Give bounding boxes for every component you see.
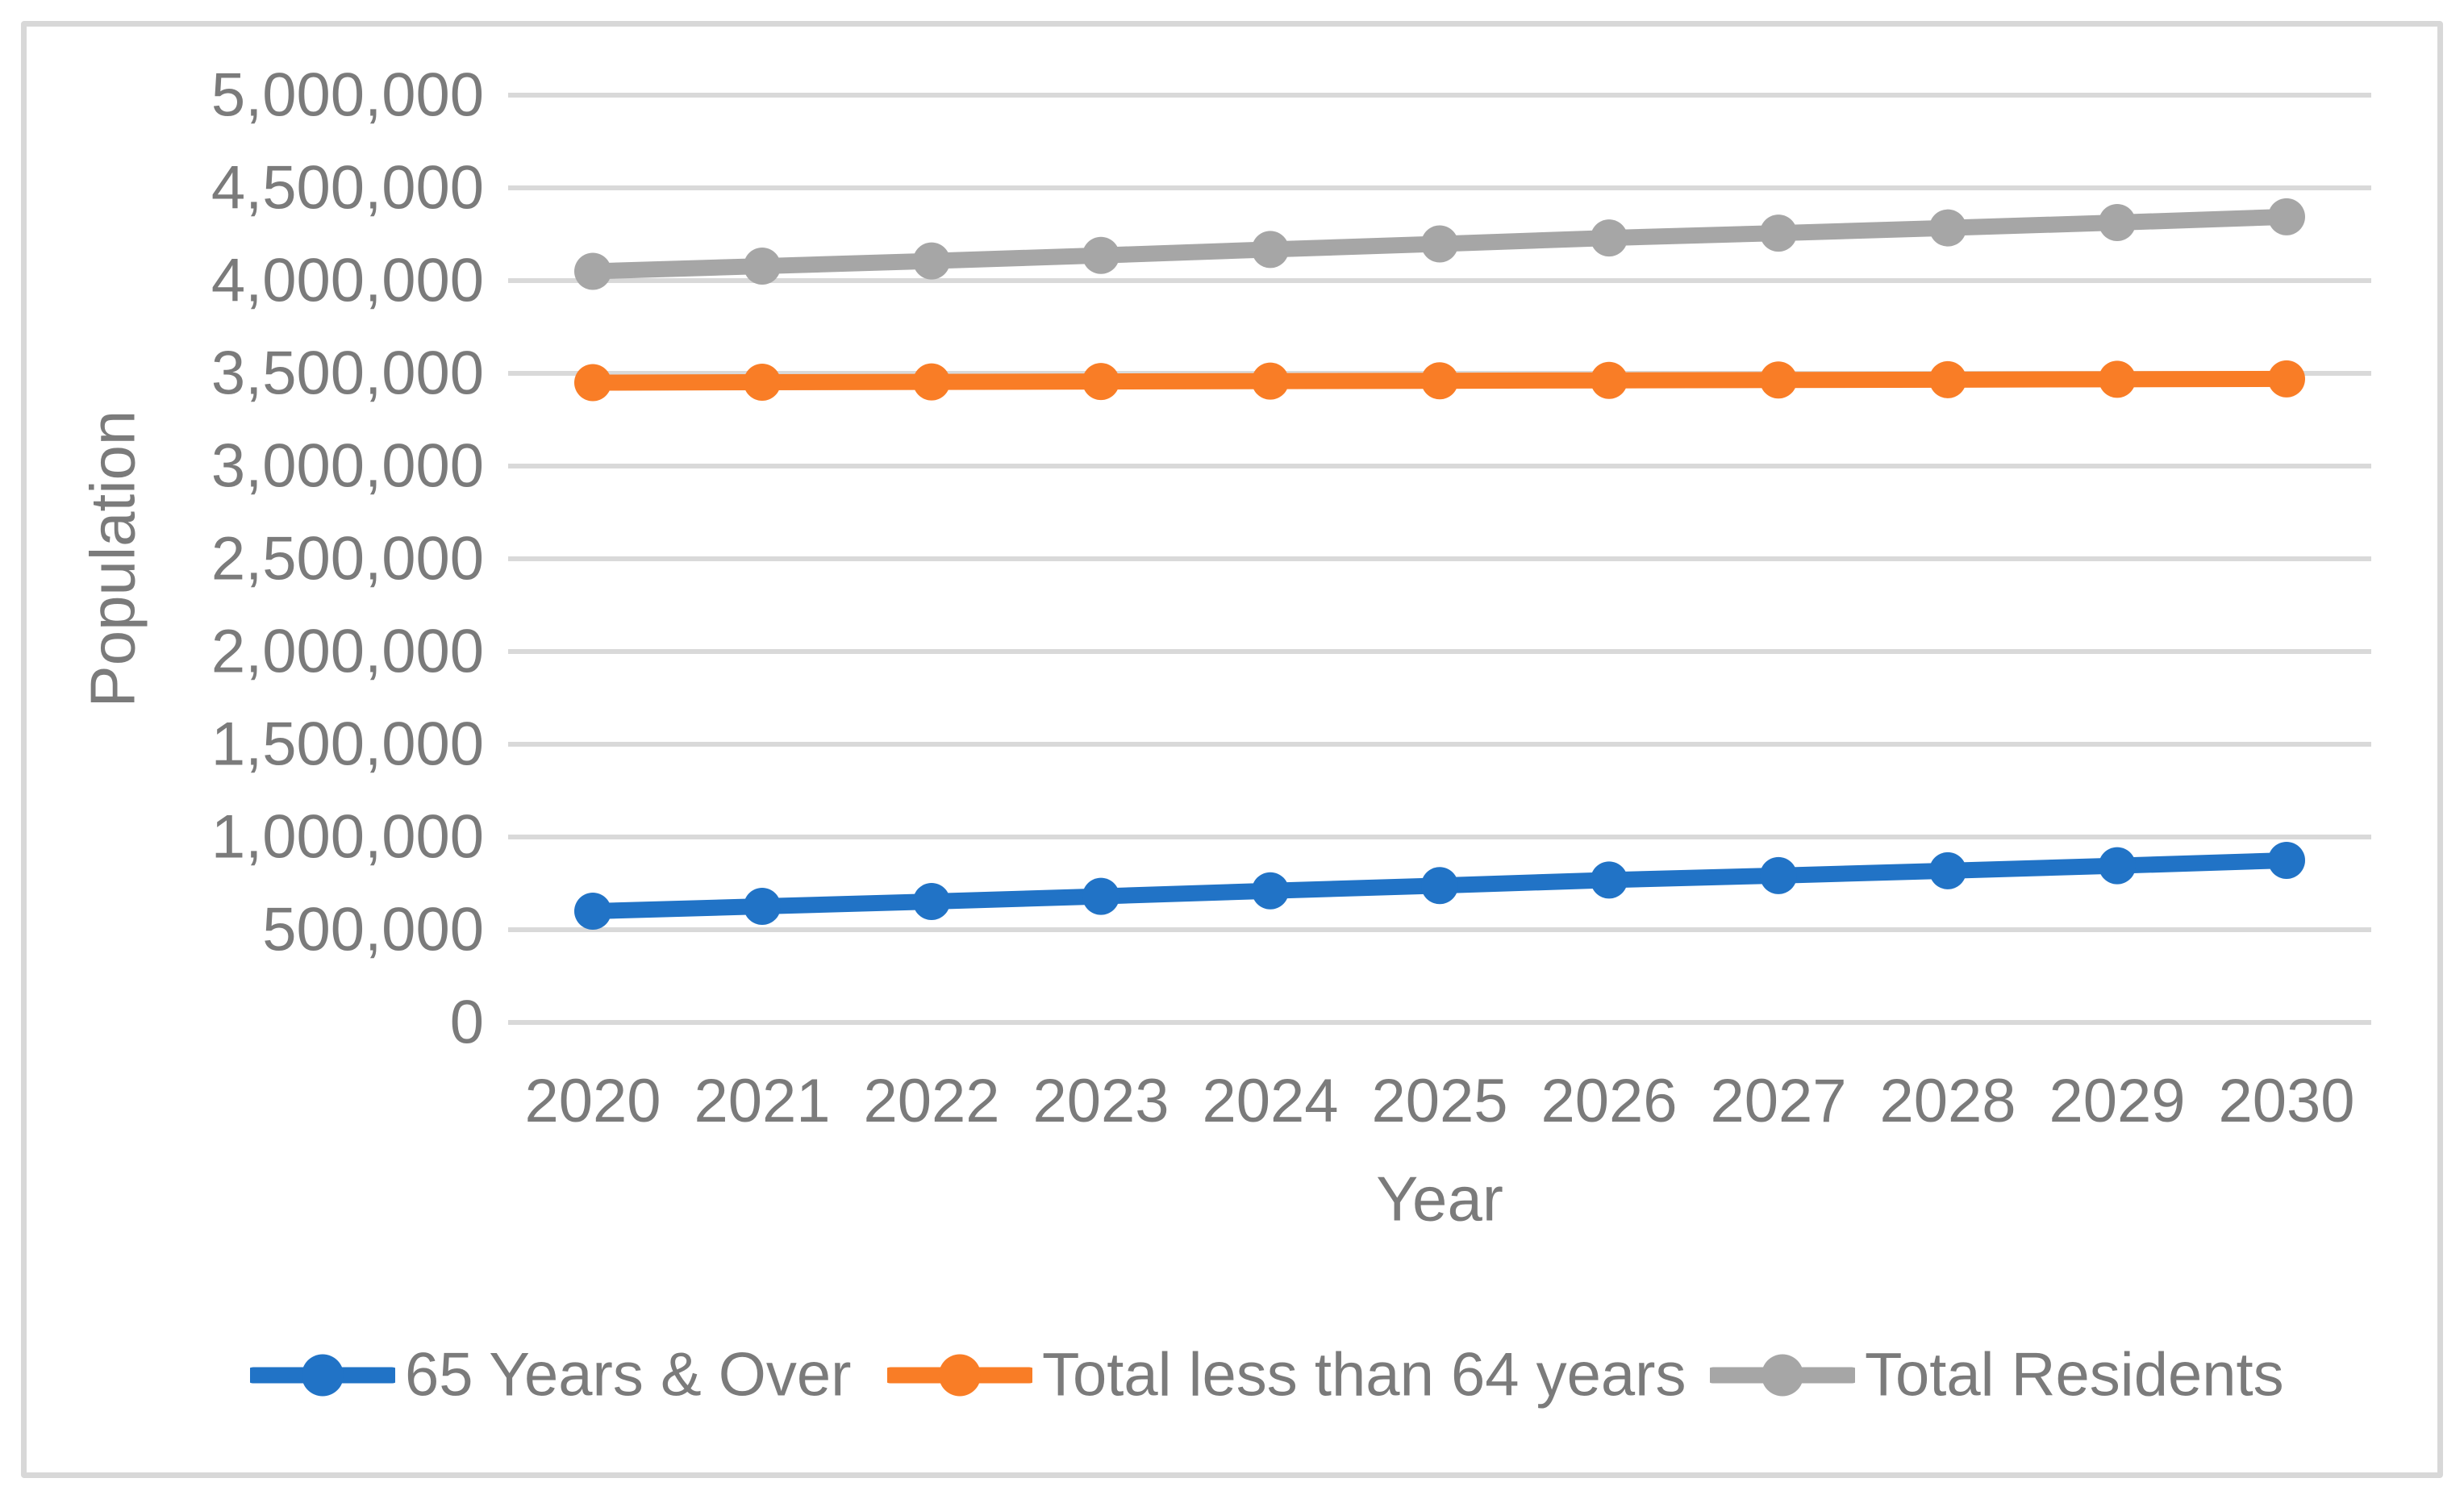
y-tick-label: 4,500,000	[211, 153, 484, 223]
y-tick-label: 1,500,000	[211, 710, 484, 779]
legend-item-label: Total less than 64 years	[1042, 1340, 1686, 1409]
series-marker-65-years-over	[2099, 847, 2136, 885]
x-tick-label: 2029	[2049, 1067, 2186, 1135]
legend-item-total-residents: Total Residents	[1710, 1340, 2284, 1410]
x-tick-label: 2024	[1202, 1067, 1339, 1135]
x-tick-label: 2026	[1541, 1067, 1678, 1135]
series-marker-65-years-over	[744, 888, 781, 926]
y-tick-label: 0	[449, 988, 484, 1057]
series-marker-total-less-than-64-years	[1929, 360, 1966, 398]
x-tick-label: 2027	[1710, 1067, 1847, 1135]
legend-item-65-years-over: 65 Years & Over	[250, 1340, 851, 1410]
y-tick-label: 1,000,000	[211, 802, 484, 872]
series-marker-total-less-than-64-years	[2268, 360, 2305, 398]
x-tick-label: 2021	[694, 1067, 831, 1135]
series-marker-65-years-over	[1760, 856, 1797, 894]
series-marker-total-residents	[1760, 214, 1797, 252]
series-marker-total-less-than-64-years	[2099, 360, 2136, 398]
series-marker-total-residents	[1421, 225, 1458, 263]
series-marker-total-residents	[2268, 198, 2305, 235]
legend-line-marker-icon	[887, 1354, 1032, 1396]
series-marker-total-residents	[744, 248, 781, 285]
x-tick-label: 2020	[524, 1067, 661, 1135]
x-tick-label: 2023	[1032, 1067, 1169, 1135]
x-tick-label: 2028	[1879, 1067, 2016, 1135]
y-tick-label: 3,000,000	[211, 431, 484, 501]
x-tick-label: 2030	[2218, 1067, 2355, 1135]
y-tick-label: 2,500,000	[211, 524, 484, 593]
series-marker-65-years-over	[1252, 872, 1289, 910]
y-tick-label: 3,500,000	[211, 339, 484, 408]
series-marker-total-residents	[1929, 209, 1966, 247]
series-marker-total-less-than-64-years	[1252, 362, 1289, 400]
figure-border	[21, 21, 2443, 1478]
series-marker-65-years-over	[2268, 841, 2305, 879]
series-marker-total-less-than-64-years	[1591, 361, 1628, 399]
series-marker-total-residents	[913, 242, 950, 280]
series-marker-65-years-over	[1082, 877, 1119, 915]
x-tick-label: 2022	[863, 1067, 1000, 1135]
y-tick-label: 500,000	[262, 895, 484, 964]
series-marker-total-residents	[1082, 236, 1119, 274]
series-marker-total-less-than-64-years	[913, 363, 950, 401]
series-marker-total-residents	[1591, 219, 1628, 257]
y-tick-label: 4,000,000	[211, 246, 484, 315]
y-tick-label: 5,000,000	[211, 60, 484, 130]
legend-item-label: 65 Years & Over	[405, 1340, 852, 1409]
legend-line-marker-icon	[250, 1354, 395, 1396]
y-axis-title: Population	[77, 410, 148, 708]
series-marker-65-years-over	[1929, 852, 1966, 889]
series-marker-total-residents	[1252, 231, 1289, 269]
series-marker-total-less-than-64-years	[1421, 362, 1458, 400]
series-marker-total-less-than-64-years	[574, 364, 611, 402]
series-marker-total-residents	[574, 252, 611, 290]
series-marker-65-years-over	[913, 883, 950, 921]
series-marker-total-less-than-64-years	[1760, 361, 1797, 399]
legend-item-total-less-than-64-years: Total less than 64 years	[887, 1340, 1686, 1410]
series-marker-total-less-than-64-years	[1082, 363, 1119, 401]
series-marker-total-less-than-64-years	[744, 364, 781, 402]
series-marker-total-residents	[2099, 204, 2136, 242]
y-tick-label: 2,000,000	[211, 617, 484, 686]
x-tick-label: 2025	[1371, 1067, 1508, 1135]
series-marker-65-years-over	[1421, 867, 1458, 905]
series-marker-65-years-over	[1591, 861, 1628, 899]
series-marker-65-years-over	[574, 893, 611, 930]
legend-line-marker-icon	[1710, 1354, 1855, 1396]
x-axis-title: Year	[1376, 1163, 1503, 1235]
legend-item-label: Total Residents	[1865, 1340, 2284, 1409]
